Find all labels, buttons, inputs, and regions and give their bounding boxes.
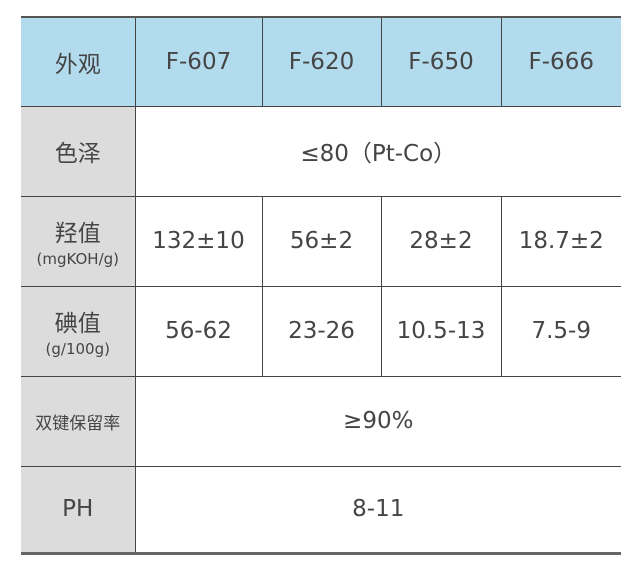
table-row-color: 色泽 ≤80（Pt-Co） [21,105,621,197]
header-row: 外观 F-607 F-620 F-650 F-666 [21,16,621,107]
cell-value: 7.5-9 [500,285,621,377]
merged-value: ≤80（Pt-Co） [134,105,621,197]
header-label: 外观 [21,16,136,107]
merged-value: ≥90% [134,375,621,467]
row-label-cell: 羟值 (mgKOH/g) [21,195,136,287]
header-product: F-607 [134,16,263,107]
cell-value: 56±2 [261,195,382,287]
row-label-cell: 碘值 (g/100g) [21,285,136,377]
row-label: PH [21,465,136,555]
header-product: F-620 [261,16,382,107]
row-label: 双键保留率 [21,375,136,467]
spec-table: 外观 F-607 F-620 F-650 F-666 色泽 ≤80（Pt-Co）… [21,16,621,555]
header-product: F-650 [380,16,502,107]
merged-value: 8-11 [134,465,621,555]
row-label: 色泽 [21,105,136,197]
row-label: 羟值 [54,221,101,247]
table-row-double-bond: 双键保留率 ≥90% [21,375,621,467]
cell-value: 18.7±2 [500,195,621,287]
cell-value: 28±2 [380,195,502,287]
header-product: F-666 [500,16,621,107]
cell-value: 132±10 [134,195,263,287]
row-unit: (mgKOH/g) [36,250,119,268]
table-row-hydroxyl: 羟值 (mgKOH/g) 132±10 56±2 28±2 18.7±2 [21,195,621,287]
cell-value: 10.5-13 [380,285,502,377]
row-label: 碘值 [54,311,101,337]
cell-value: 23-26 [261,285,382,377]
table-row-ph: PH 8-11 [21,465,621,555]
table-row-iodine: 碘值 (g/100g) 56-62 23-26 10.5-13 7.5-9 [21,285,621,377]
row-unit: (g/100g) [45,340,110,358]
cell-value: 56-62 [134,285,263,377]
